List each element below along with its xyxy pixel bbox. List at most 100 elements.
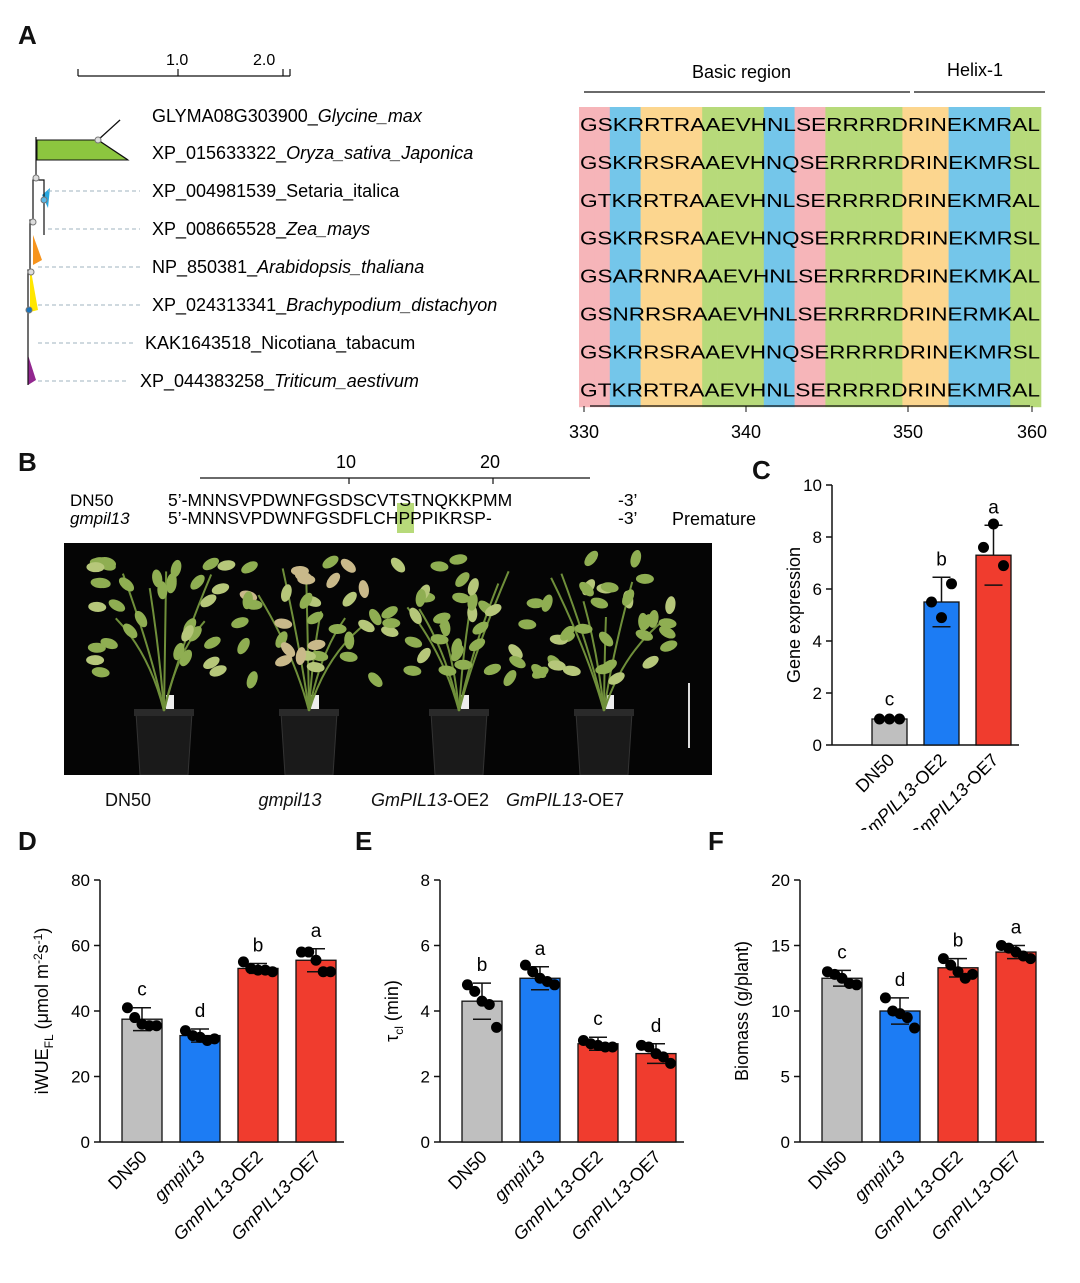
plant-leaf [342, 591, 357, 607]
panel-label-a: A [18, 20, 37, 50]
taxon-species: Arabidopsis_thaliana [256, 257, 424, 277]
alignment-column-shade [640, 107, 657, 408]
data-point [643, 1041, 655, 1053]
data-point [303, 946, 315, 958]
plant-leaf [541, 594, 553, 612]
panel-label-f: F [708, 826, 724, 856]
data-point [874, 713, 885, 725]
significance-letter: c [837, 942, 847, 963]
alignment-sequence: GSNRRSRAAEVHNLSERRRRDRINERMKAL [580, 304, 1040, 325]
plant-leaf [503, 670, 517, 687]
alignment-sequence: GSKRRSRAAEVHNQSERRRRDRINEKMRSL [580, 228, 1040, 249]
alignment-column-shade [902, 107, 919, 408]
plant-leaf [660, 640, 678, 652]
plant-leaf [217, 560, 236, 571]
alignment-sequence: GSKRRTRAAEVHNLSERRRRDRINEKMRAL [580, 114, 1040, 135]
taxon-id: XP_004981539_ [152, 181, 287, 202]
bar [237, 967, 279, 1143]
alignment-column-shade [917, 107, 934, 408]
plant-leaf [281, 584, 292, 602]
data-point [461, 979, 473, 991]
taxon-label: KAK1643518_Nicotiana_tabacum [145, 333, 415, 354]
plant-leaf [200, 594, 217, 608]
category-label-italic: gmpil13 [850, 1147, 909, 1206]
sequence-mutation-site: S [353, 490, 365, 510]
data-point [936, 612, 947, 624]
plant-leaf [134, 610, 148, 628]
plant-leaf [87, 642, 106, 653]
panel-label-b: B [18, 447, 37, 477]
plant-leaf [86, 562, 105, 573]
alignment-column-shade [763, 107, 780, 408]
plant-pot [280, 712, 338, 776]
plant-leaf [560, 625, 575, 641]
sequence-three-prime: -3’ [618, 490, 637, 510]
plant-leaf [452, 592, 471, 604]
plant-leaf [118, 577, 135, 592]
plant-leaf [579, 581, 594, 597]
plant-leaf [368, 672, 383, 688]
plant-pot-rim [279, 709, 339, 716]
significance-letter: b [253, 936, 264, 957]
plant-leaf [635, 629, 653, 641]
plant-leaf [280, 642, 296, 657]
sequence-post: LCHPPPIKRSP- [363, 508, 492, 528]
plant-leaf [600, 659, 617, 673]
data-point [945, 959, 957, 971]
y-axis-label: Biomass (g/plant) [732, 941, 752, 1081]
plant-leaf [600, 582, 619, 593]
y-tick-label: 6 [813, 580, 822, 599]
taxon-label: XP_044383258_Triticum_aestivum [140, 371, 419, 392]
alignment-sequence: GSKRRSRAAEVHNQSERRRRDRINEKMRSL [580, 341, 1040, 362]
photo-label-3: GmPIL13-OE2 [371, 790, 489, 811]
taxon-id: XP_015633322_ [152, 143, 287, 164]
taxon-id: XP_024313341_ [152, 295, 287, 316]
tree-node [94, 136, 102, 144]
data-point [519, 959, 531, 971]
data-point [952, 966, 964, 978]
plant-leaf [108, 599, 126, 612]
taxon-id: XP_044383258_ [140, 371, 275, 392]
photo-label-part: gmpil13 [258, 790, 322, 810]
plant-leaf [339, 651, 358, 662]
plant-pot-rim [429, 709, 489, 716]
category-label: DN50 [804, 1147, 851, 1194]
data-point [937, 953, 949, 965]
region-helix-label: Helix-1 [947, 60, 1003, 80]
bar [995, 951, 1037, 1143]
taxon-species: Zea_mays [285, 219, 370, 239]
plant-leaf [188, 626, 202, 642]
bar [821, 977, 863, 1143]
plant-leaf [326, 572, 341, 589]
data-point [491, 1021, 503, 1033]
data-point [998, 560, 1009, 572]
plant-leaf [509, 655, 526, 669]
alignment-column-shade [579, 107, 595, 408]
category-label-italic: gmpil13 [150, 1147, 209, 1206]
alignment-axis-label: 360 [1017, 422, 1047, 442]
ruler-label-20: 20 [480, 452, 500, 472]
plant-1 [86, 557, 236, 776]
sequence-mutation-site: F [353, 508, 364, 528]
sequence-five-prime: 5’- [168, 490, 188, 510]
plant-leaf [665, 596, 676, 615]
significance-letter: b [477, 955, 488, 976]
plant-leaf [438, 665, 457, 676]
alignment-column-shade [856, 107, 872, 408]
plant-leaf [381, 606, 398, 619]
mutation-highlight [397, 503, 414, 533]
sequence-pre: MNNSVPDWNFGSD [187, 490, 352, 510]
y-tick-label: 2 [813, 684, 822, 703]
plant-leaf [86, 655, 105, 666]
data-point [1025, 953, 1037, 965]
sequence-comparison: 10 20 DN50 5’-MNNSVPDWNFGSDSCVTSTNQKKPMM -… [70, 452, 756, 533]
data-point [884, 713, 895, 725]
photo-label-1: DN50 [105, 790, 151, 811]
data-point [978, 541, 989, 553]
y-tick-label: 80 [71, 871, 90, 890]
plant-leaf [468, 638, 486, 652]
bar [577, 1043, 619, 1143]
significance-letter: d [895, 970, 906, 991]
y-tick-label: 60 [71, 937, 90, 956]
